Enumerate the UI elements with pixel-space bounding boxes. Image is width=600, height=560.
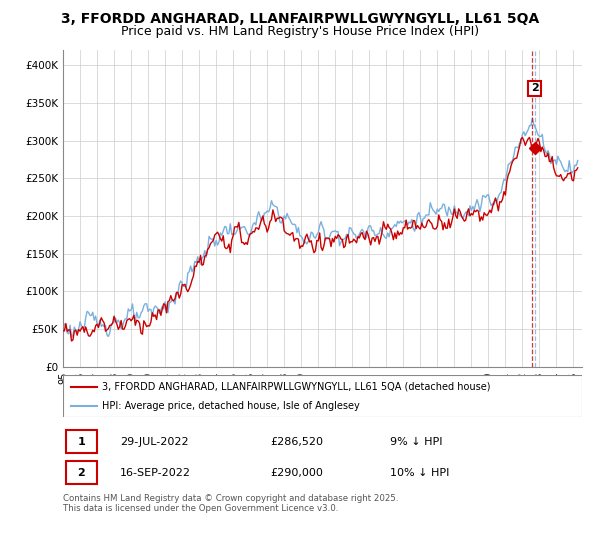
Text: 3, FFORDD ANGHARAD, LLANFAIRPWLLGWYNGYLL, LL61 5QA (detached house): 3, FFORDD ANGHARAD, LLANFAIRPWLLGWYNGYLL… bbox=[102, 381, 490, 391]
Text: 10% ↓ HPI: 10% ↓ HPI bbox=[390, 468, 449, 478]
Text: HPI: Average price, detached house, Isle of Anglesey: HPI: Average price, detached house, Isle… bbox=[102, 401, 359, 411]
Bar bbox=[65, 430, 97, 454]
Text: £286,520: £286,520 bbox=[271, 437, 323, 447]
Text: 16-SEP-2022: 16-SEP-2022 bbox=[120, 468, 191, 478]
Text: £290,000: £290,000 bbox=[271, 468, 323, 478]
Text: 2: 2 bbox=[530, 83, 538, 94]
Text: 9% ↓ HPI: 9% ↓ HPI bbox=[390, 437, 442, 447]
Text: 3, FFORDD ANGHARAD, LLANFAIRPWLLGWYNGYLL, LL61 5QA: 3, FFORDD ANGHARAD, LLANFAIRPWLLGWYNGYLL… bbox=[61, 12, 539, 26]
Text: 1: 1 bbox=[77, 437, 85, 447]
Bar bbox=[65, 461, 97, 484]
Text: 2: 2 bbox=[77, 468, 85, 478]
Text: Contains HM Land Registry data © Crown copyright and database right 2025.
This d: Contains HM Land Registry data © Crown c… bbox=[63, 494, 398, 514]
Text: Price paid vs. HM Land Registry's House Price Index (HPI): Price paid vs. HM Land Registry's House … bbox=[121, 25, 479, 38]
Text: 29-JUL-2022: 29-JUL-2022 bbox=[120, 437, 189, 447]
